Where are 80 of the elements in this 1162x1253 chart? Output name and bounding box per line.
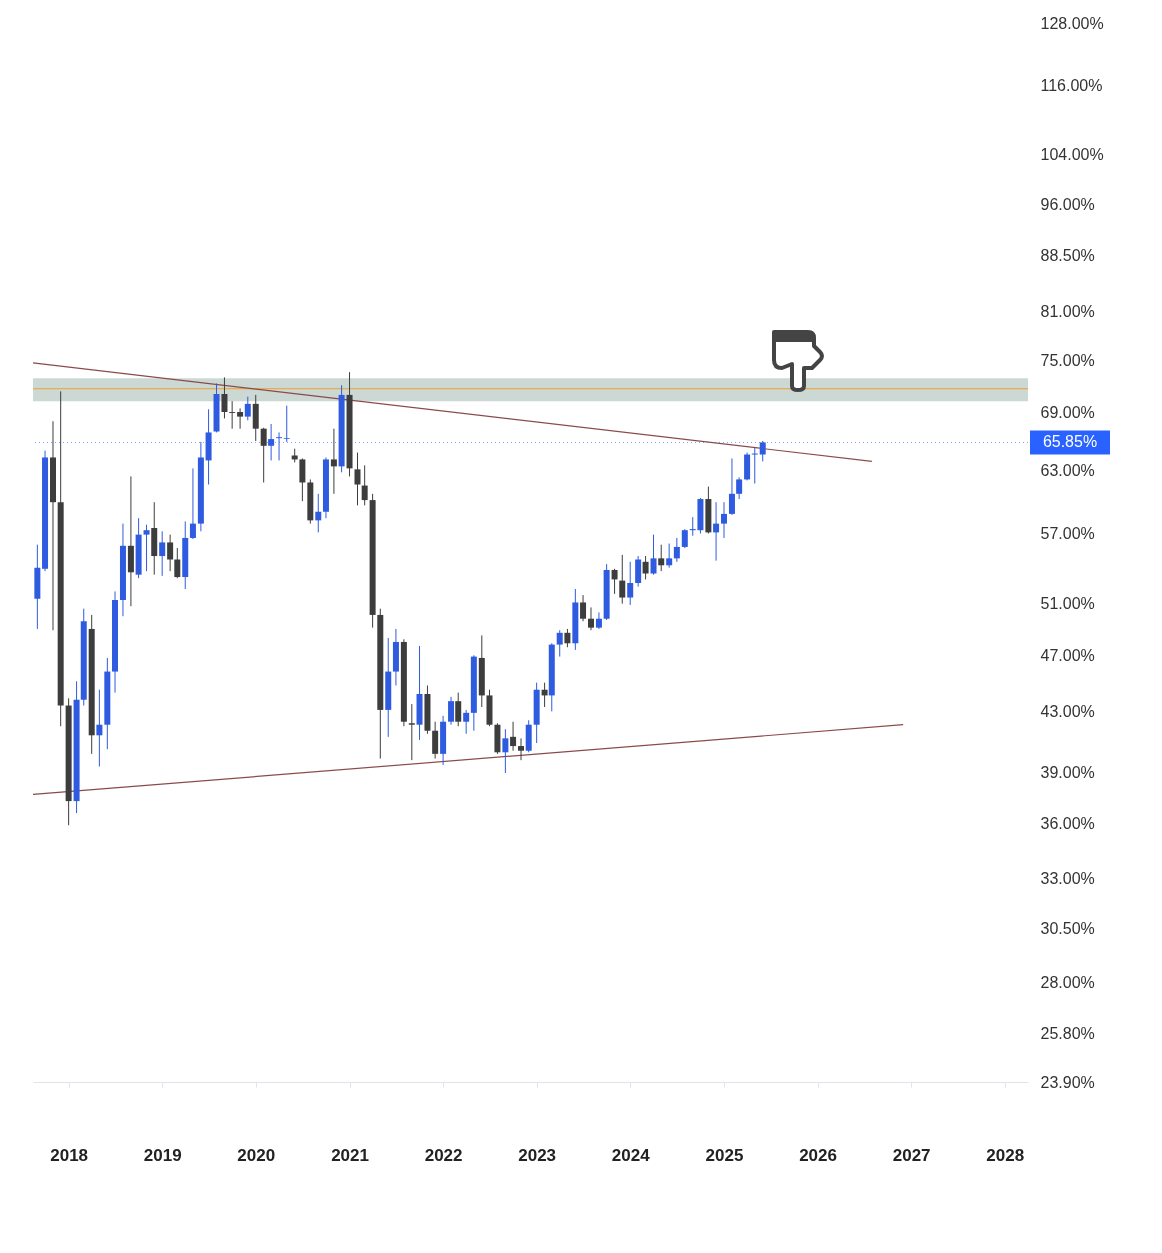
candlestick <box>96 689 103 768</box>
candlestick <box>728 457 735 516</box>
candlestick <box>650 534 657 576</box>
x-tick-label: 2020 <box>237 1145 276 1165</box>
candlestick <box>619 554 626 605</box>
candlestick <box>315 493 322 533</box>
candlestick <box>642 555 649 580</box>
candlestick <box>174 547 181 579</box>
candlestick <box>751 447 758 485</box>
candlestick <box>189 467 196 540</box>
candlestick <box>673 537 680 563</box>
x-tick-label: 2025 <box>705 1145 744 1165</box>
y-tick-label: 96.00% <box>1040 196 1095 214</box>
candlestick <box>595 611 602 630</box>
candlestick <box>611 568 618 595</box>
candlestick <box>518 737 525 761</box>
candlestick <box>455 692 462 727</box>
candlestick <box>354 452 361 506</box>
candlestick <box>658 544 665 572</box>
candlestick <box>299 457 306 502</box>
y-tick-label: 47.00% <box>1040 646 1095 664</box>
candlestick <box>276 431 283 461</box>
candlestick <box>627 561 634 606</box>
x-tick-label: 2027 <box>892 1145 931 1165</box>
candlestick <box>713 501 720 562</box>
x-tick-label: 2028 <box>986 1145 1025 1165</box>
y-tick-label: 36.00% <box>1040 815 1095 832</box>
candlestick <box>159 530 166 577</box>
x-tick-label: 2022 <box>424 1145 463 1165</box>
candlestick <box>635 555 642 588</box>
candlestick <box>666 543 673 569</box>
candlestick <box>268 423 275 461</box>
x-tick-label: 2021 <box>331 1145 369 1165</box>
candlestick <box>143 524 150 572</box>
candlestick <box>736 476 743 500</box>
x-tick-label: 2023 <box>518 1145 557 1165</box>
candlestick <box>167 534 174 572</box>
x-tick-label: 2026 <box>799 1145 837 1165</box>
y-tick-label: 104.00% <box>1040 145 1104 163</box>
y-tick-label: 128.00% <box>1040 14 1104 32</box>
candlestick <box>681 528 688 549</box>
candlestick <box>448 696 455 726</box>
y-tick-label: 28.00% <box>1040 973 1095 991</box>
candlestick <box>510 721 517 752</box>
candlestick <box>721 501 728 539</box>
candlestick <box>361 464 368 506</box>
y-tick-label: 33.00% <box>1040 869 1095 887</box>
candlestick <box>408 703 415 761</box>
candlestick <box>244 396 251 421</box>
y-tick-label: 23.90% <box>1040 1073 1095 1091</box>
y-tick-label: 39.00% <box>1040 764 1095 782</box>
candlestick <box>330 428 337 495</box>
y-tick-label: 63.00% <box>1040 461 1095 479</box>
candlestick <box>463 709 470 735</box>
candlestick <box>229 400 236 430</box>
candlestick <box>564 628 571 648</box>
y-tick-label: 88.50% <box>1040 247 1095 265</box>
y-tick-label: 57.00% <box>1040 525 1095 543</box>
candlestick <box>283 405 290 443</box>
candlestick <box>587 606 594 631</box>
candlestick <box>260 427 267 483</box>
y-tick-label: 51.00% <box>1040 595 1095 613</box>
y-tick-label: 116.00% <box>1040 76 1103 94</box>
y-tick-label: 30.50% <box>1040 919 1095 937</box>
candlestick <box>502 728 509 774</box>
y-tick-label: 81.00% <box>1040 303 1095 321</box>
candlestick <box>556 629 563 658</box>
x-tick-label: 2019 <box>143 1145 182 1165</box>
ref-line-label: 65.85% <box>1042 433 1098 451</box>
y-tick-label: 43.00% <box>1040 702 1095 720</box>
x-tick-label: 2018 <box>50 1145 89 1165</box>
candlestick <box>580 594 587 622</box>
candlestick <box>221 376 228 419</box>
y-tick-label: 75.00% <box>1040 351 1095 369</box>
x-tick-label: 2024 <box>611 1145 651 1165</box>
y-tick-label: 25.80% <box>1040 1025 1095 1043</box>
candlestick <box>759 440 766 462</box>
y-tick-label: 69.00% <box>1040 404 1095 422</box>
candlestick <box>432 721 439 760</box>
candlestick <box>237 407 244 430</box>
